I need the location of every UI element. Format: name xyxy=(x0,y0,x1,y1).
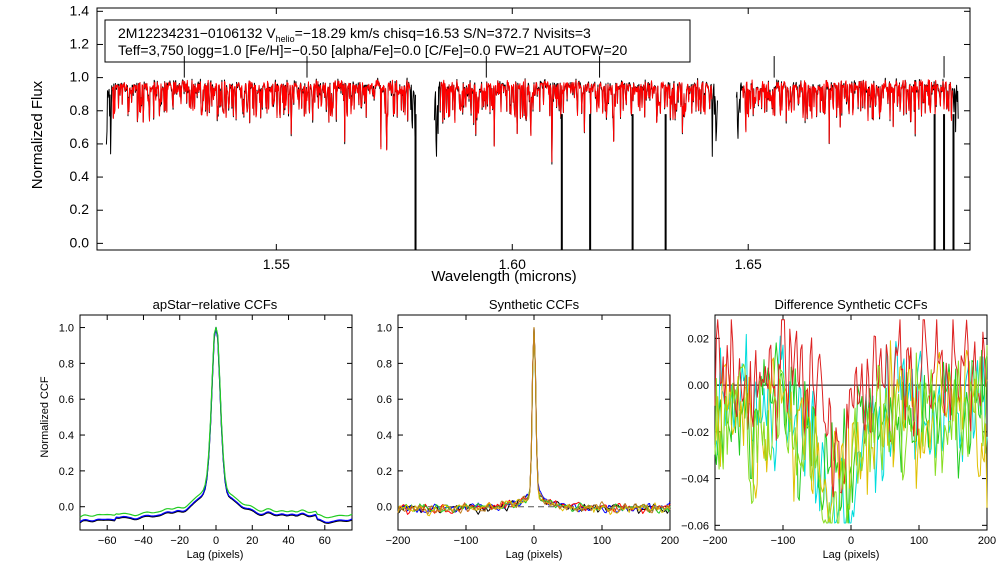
spectrum-model-chip-3 xyxy=(741,79,953,144)
synthetic-ccf-axes: −200 −100 0 100 200 0.0 0.2 0.4 0.6 0.8 1.0 xyxy=(377,314,679,547)
difference-ccf-y-tick-label: 0.02 xyxy=(688,333,709,345)
synthetic-ccf-s5-line xyxy=(397,327,671,517)
difference-ccf-title: Difference Synthetic CCFs xyxy=(775,297,928,312)
synthetic-ccf-x-tick-label: 200 xyxy=(661,535,679,547)
apstar-ccf-x-tick-label: 60 xyxy=(319,535,331,547)
annotation-line-2: Teff=3,750 logg=1.0 [Fe/H]=−0.50 [alpha/… xyxy=(118,42,627,58)
synthetic-ccf-title: Synthetic CCFs xyxy=(489,297,580,312)
synthetic-ccf-x-tick-label: 100 xyxy=(593,535,611,547)
apstar-ccf-y-tick-label: 0.4 xyxy=(59,430,74,442)
spectrum-y-tick-label: 0.8 xyxy=(70,102,90,118)
apstar-ccf-y-tick-label: 0.0 xyxy=(59,502,74,514)
difference-ccf-y-tick-label: −0.06 xyxy=(681,520,709,532)
spectrum-y-tick-label: 0.4 xyxy=(70,168,90,184)
apstar-ccf-y-tick-label: 0.8 xyxy=(59,358,74,370)
difference-ccf-x-tick-label: −100 xyxy=(771,535,796,547)
difference-ccf-y-tick-label: −0.04 xyxy=(681,474,709,486)
spectrum-model-chip-2 xyxy=(439,79,713,163)
spectrum-y-tick-label: 1.2 xyxy=(70,35,90,51)
synthetic-ccf-x-tick-label: −200 xyxy=(386,535,411,547)
spectrum-x-tick-label: 1.55 xyxy=(263,256,290,272)
annotation-line-1: 2M12234231−0106132 Vhelio=−18.29 km/s ch… xyxy=(118,25,591,44)
difference-ccf-series xyxy=(714,319,988,524)
apstar-ccf-x-tick-label: 0 xyxy=(213,535,219,547)
apstar-ccf-y-tick-label: 1.0 xyxy=(59,323,74,335)
difference-ccf-x-tick-label: 100 xyxy=(910,535,928,547)
apstar-ccf-frame xyxy=(79,314,353,531)
spectrum-observed-chip-2 xyxy=(433,78,718,165)
spectrum-series xyxy=(105,56,959,250)
difference-ccf-x-tick-label: −200 xyxy=(703,535,728,547)
difference-ccf-d4-line xyxy=(714,319,988,498)
apstar-ccf-x-tick-label: 20 xyxy=(246,535,258,547)
synthetic-ccf-y-tick-label: 0.8 xyxy=(377,358,392,370)
difference-ccf-y-tick-label: 0.00 xyxy=(688,380,709,392)
synthetic-ccf-s3-line xyxy=(397,327,671,515)
apstar-ccf-visit1-line xyxy=(79,326,353,524)
synthetic-ccf-y-tick-label: 1.0 xyxy=(377,323,392,335)
apstar-ccf-y-tick-label: 0.6 xyxy=(59,394,74,406)
spectrum-y-tick-label: 1.0 xyxy=(70,69,90,85)
difference-ccf-d1-line xyxy=(714,333,988,524)
spectrum-x-tick-label: 1.60 xyxy=(499,256,526,272)
synthetic-ccf-y-tick-label: 0.2 xyxy=(377,466,392,478)
spectrum-y-tick-label: 0.2 xyxy=(70,201,90,217)
apstar-ccf-title: apStar−relative CCFs xyxy=(153,297,278,312)
apstar-ccf-x-tick-label: −40 xyxy=(134,535,153,547)
synthetic-ccf-s4-line xyxy=(397,327,671,514)
apstar-ccf-axes: −60 −40 −20 0 20 40 60 0.0 0.2 0.4 0.6 0.8 1.0 xyxy=(59,314,353,547)
apstar-ccf-series xyxy=(79,326,353,524)
difference-ccf-x-tick-label: 200 xyxy=(978,535,996,547)
synthetic-ccf-s6-line xyxy=(397,327,671,515)
difference-ccf-d5-line xyxy=(714,344,988,524)
difference-ccf-x-tick-label: 0 xyxy=(848,535,854,547)
apstar-ccf-x-tick-label: −60 xyxy=(98,535,117,547)
apstar-ccf-visit3-line xyxy=(79,326,353,519)
spectrum-y-tick-label: 0.6 xyxy=(70,135,90,151)
synthetic-ccf-y-tick-label: 0.6 xyxy=(377,394,392,406)
apstar-ccf-y-tick-label: 0.2 xyxy=(59,466,74,478)
synthetic-ccf-x-label: Lag (pixels) xyxy=(506,549,563,561)
spectrum-y-tick-label: 1.4 xyxy=(70,2,90,18)
spectrum-y-tick-label: 0.0 xyxy=(70,234,90,250)
synthetic-ccf-y-tick-label: 0.4 xyxy=(377,430,392,442)
difference-ccf-x-label: Lag (pixels) xyxy=(823,549,880,561)
annotation-box-frame xyxy=(104,19,691,63)
difference-ccf-y-tick-label: −0.02 xyxy=(681,427,709,439)
apstar-ccf-x-tick-label: −20 xyxy=(170,535,189,547)
apstar-ccf-visit2-line xyxy=(79,326,353,524)
synthetic-ccf-frame xyxy=(397,314,671,531)
spectrum-frame xyxy=(96,7,971,251)
synthetic-ccf-y-tick-label: 0.0 xyxy=(377,502,392,514)
synthetic-ccf-s2-line xyxy=(397,327,671,514)
spectrum-axes: 1.55 1.60 1.65 0.0 0.2 0.4 0.6 0.8 1.0 1.2 1.4 xyxy=(70,2,971,272)
apstar-ccf-x-label: Lag (pixels) xyxy=(187,549,244,561)
spectrum-model-chip-1 xyxy=(111,79,411,151)
synthetic-ccf-x-tick-label: 0 xyxy=(531,535,537,547)
synthetic-ccf-series xyxy=(397,327,671,517)
spectrum-y-label: Normalized Flux xyxy=(29,80,46,189)
spectrum-x-tick-label: 1.65 xyxy=(735,256,762,272)
apstar-ccf-y-label: Normalized CCF xyxy=(39,376,51,458)
apstar-ccf-x-tick-label: 40 xyxy=(282,535,294,547)
synthetic-ccf-s1-line xyxy=(397,327,671,515)
synthetic-ccf-x-tick-label: −100 xyxy=(454,535,479,547)
annotation-box: 2M12234231−0106132 Vhelio=−18.29 km/s ch… xyxy=(104,19,691,63)
spectrum-x-label: Wavelength (microns) xyxy=(431,268,576,285)
difference-ccf-axes: −200 −100 0 100 200 −0.06 −0.04 −0.02 0.00 0.02 xyxy=(681,314,996,547)
